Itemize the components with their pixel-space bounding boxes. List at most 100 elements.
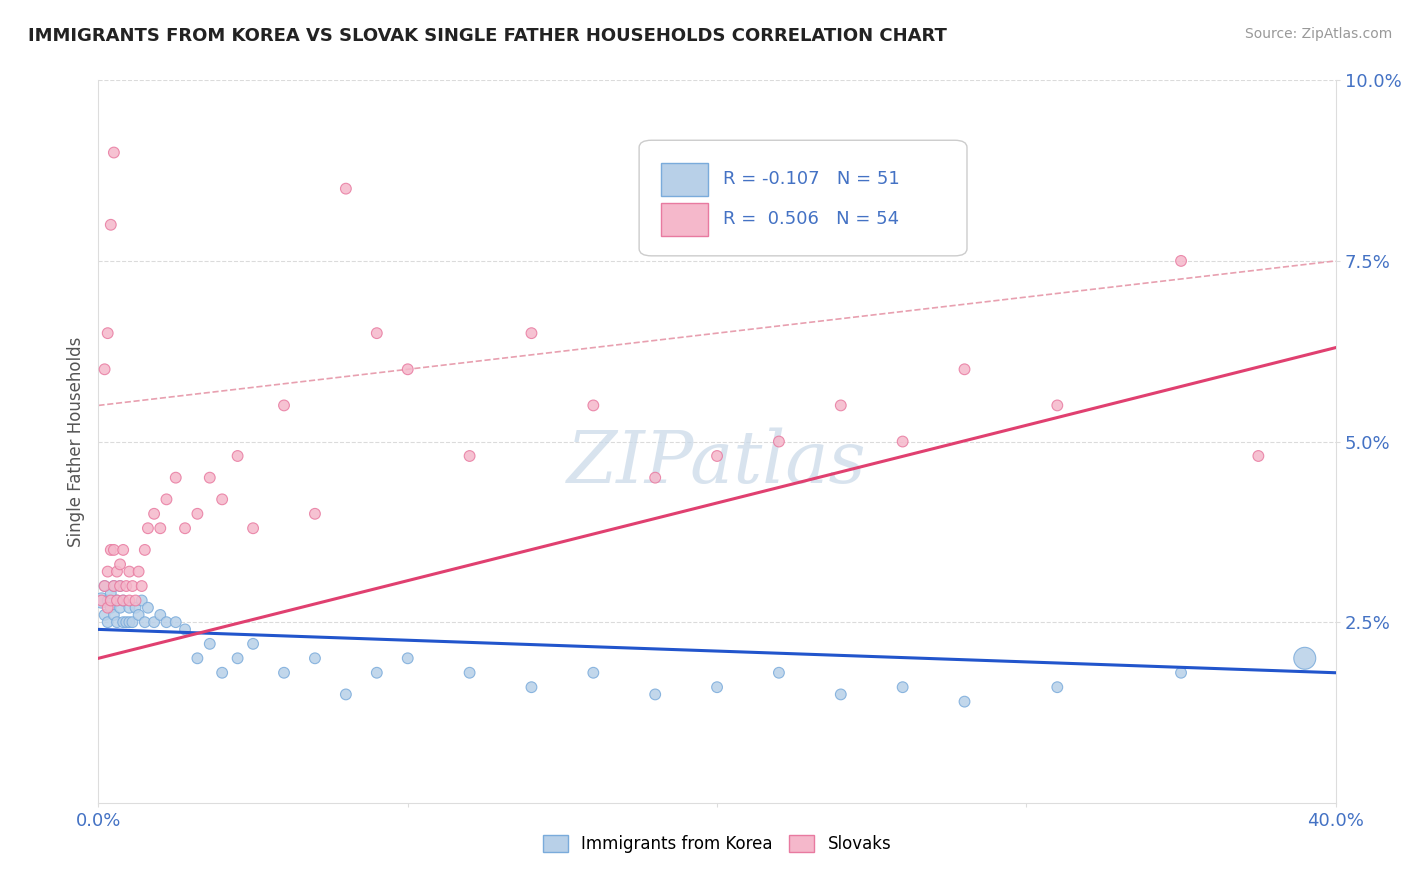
Point (155, 492, 177, 507)
Text: R = -0.107   N = 51: R = -0.107 N = 51 (723, 170, 900, 188)
Point (131, 579, 153, 593)
Point (304, 651, 326, 665)
Point (458, 665, 481, 680)
Point (105, 593, 128, 607)
Bar (661, 203, 709, 235)
Point (90, 593, 112, 607)
Point (174, 623, 197, 637)
Point (100, 586, 122, 600)
Point (118, 615, 141, 630)
Point (165, 615, 187, 630)
Point (149, 521, 172, 535)
Point (134, 542, 156, 557)
Point (335, 687, 357, 701)
Point (953, 362, 976, 376)
Point (103, 145, 125, 160)
Point (155, 615, 177, 630)
Point (186, 651, 208, 665)
Point (105, 593, 128, 607)
Point (366, 665, 388, 680)
Point (211, 492, 233, 507)
Point (131, 593, 153, 607)
Point (90, 593, 112, 607)
Point (458, 449, 481, 463)
Point (100, 542, 122, 557)
Point (1294, 651, 1316, 665)
Point (93, 579, 115, 593)
Point (93, 362, 115, 376)
Point (366, 326, 388, 340)
Point (97, 565, 120, 579)
Point (226, 449, 249, 463)
Point (706, 680, 728, 694)
Point (103, 607, 125, 622)
Point (103, 579, 125, 593)
Point (143, 615, 166, 630)
Point (644, 471, 666, 485)
Point (768, 665, 790, 680)
Point (112, 615, 135, 630)
Point (1046, 680, 1069, 694)
Text: IMMIGRANTS FROM KOREA VS SLOVAK SINGLE FATHER HOUSEHOLDS CORRELATION CHART: IMMIGRANTS FROM KOREA VS SLOVAK SINGLE F… (28, 27, 948, 45)
Point (304, 507, 326, 521)
Point (706, 449, 728, 463)
Point (118, 600, 141, 615)
Point (768, 434, 790, 449)
Point (103, 579, 125, 593)
Point (108, 600, 131, 615)
Point (143, 507, 166, 521)
Point (226, 651, 249, 665)
Point (520, 680, 543, 694)
Point (1170, 254, 1192, 268)
Point (124, 593, 146, 607)
Point (830, 398, 852, 412)
Bar (661, 163, 709, 196)
Point (1170, 665, 1192, 680)
Point (124, 600, 146, 615)
Point (108, 579, 131, 593)
Y-axis label: Single Father Households: Single Father Households (66, 336, 84, 547)
Point (198, 637, 221, 651)
Point (100, 593, 122, 607)
Point (115, 615, 138, 630)
Point (128, 607, 150, 622)
Point (582, 665, 605, 680)
FancyBboxPatch shape (640, 140, 967, 256)
Point (108, 579, 131, 593)
Point (174, 521, 197, 535)
Point (953, 695, 976, 709)
Point (891, 680, 914, 694)
Point (112, 593, 135, 607)
Point (105, 615, 128, 630)
Point (1046, 398, 1069, 412)
Point (100, 218, 122, 232)
Point (115, 579, 138, 593)
Point (242, 521, 264, 535)
Point (112, 542, 135, 557)
Point (830, 687, 852, 701)
Point (103, 542, 125, 557)
Point (112, 593, 135, 607)
Point (520, 326, 543, 340)
Point (273, 665, 295, 680)
Point (165, 471, 187, 485)
Point (118, 593, 141, 607)
Point (198, 471, 221, 485)
Point (242, 637, 264, 651)
Point (128, 565, 150, 579)
Point (105, 565, 128, 579)
Point (93, 607, 115, 622)
Point (186, 507, 208, 521)
Text: ZIPatlas: ZIPatlas (567, 428, 868, 499)
Text: Source: ZipAtlas.com: Source: ZipAtlas.com (1244, 27, 1392, 41)
Point (121, 579, 143, 593)
Point (97, 326, 120, 340)
Point (891, 434, 914, 449)
Point (582, 398, 605, 412)
Point (396, 362, 419, 376)
Point (149, 607, 172, 622)
Text: R =  0.506   N = 54: R = 0.506 N = 54 (723, 210, 900, 228)
Point (134, 615, 156, 630)
Point (93, 579, 115, 593)
Point (118, 565, 141, 579)
